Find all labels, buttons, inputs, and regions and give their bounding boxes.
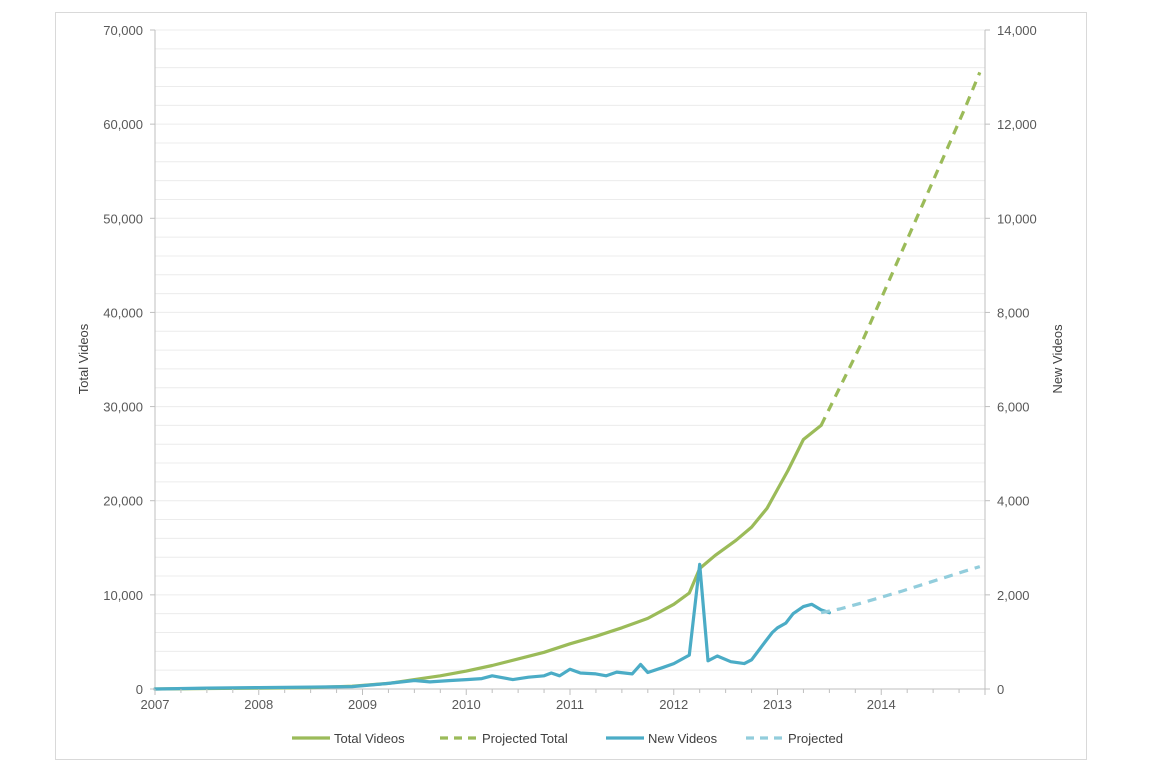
legend-label: Projected [788,731,843,746]
left-tick-label: 0 [136,682,143,697]
left-tick-label: 10,000 [103,588,143,603]
right-tick-label: 2,000 [997,588,1030,603]
x-tick-label: 2011 [556,697,584,712]
right-tick-label: 12,000 [997,117,1037,132]
left-axis-ticks: 0 10,000 20,000 30,000 40,000 50,000 60,000 70,… [103,23,155,697]
x-axis-ticks: 2007 2008 2009 2010 2011 2012 2013 2014 [141,689,986,712]
series-lines [153,71,982,691]
left-tick-label: 40,000 [103,305,143,320]
left-tick-label: 50,000 [103,211,143,226]
right-tick-label: 14,000 [997,23,1037,38]
legend-label: Projected Total [482,731,568,746]
right-tick-label: 10,000 [997,211,1037,226]
right-tick-label: 8,000 [997,305,1030,320]
x-tick-label: 2007 [141,697,170,712]
left-tick-label: 20,000 [103,494,143,509]
gridlines [155,29,985,671]
x-tick-label: 2013 [763,697,792,712]
right-axis-ticks: 0 2,000 4,000 6,000 8,000 10,000 12,000 14,000 [985,23,1037,697]
left-axis-title: Total Videos [76,323,91,394]
right-tick-label: 4,000 [997,494,1030,509]
legend-label: New Videos [648,731,718,746]
x-tick-label: 2010 [452,697,481,712]
series-projected-total [819,71,982,427]
x-tick-label: 2008 [244,697,273,712]
legend-label: Total Videos [334,731,405,746]
chart-frame [55,12,1087,760]
left-tick-label: 60,000 [103,117,143,132]
right-tick-label: 6,000 [997,400,1030,415]
right-tick-label: 0 [997,682,1004,697]
x-tick-label: 2012 [659,697,688,712]
left-tick-label: 70,000 [103,23,143,38]
right-axis-title: New Videos [1050,324,1065,394]
series-new-videos [153,562,832,691]
left-tick-label: 30,000 [103,400,143,415]
x-tick-label: 2009 [348,697,377,712]
legend: Total Videos Projected Total New Videos Pro… [292,731,843,746]
x-tick-label: 2014 [867,697,896,712]
axes [154,30,986,690]
series-projected [820,565,981,615]
